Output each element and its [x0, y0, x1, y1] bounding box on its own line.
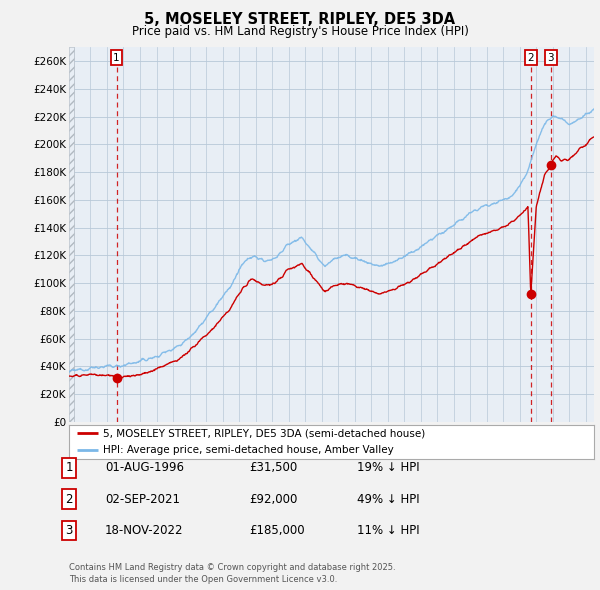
- Text: 5, MOSELEY STREET, RIPLEY, DE5 3DA: 5, MOSELEY STREET, RIPLEY, DE5 3DA: [145, 12, 455, 27]
- Text: 49% ↓ HPI: 49% ↓ HPI: [357, 493, 419, 506]
- Text: 2: 2: [527, 53, 534, 63]
- Text: £31,500: £31,500: [249, 461, 297, 474]
- Text: 5, MOSELEY STREET, RIPLEY, DE5 3DA (semi-detached house): 5, MOSELEY STREET, RIPLEY, DE5 3DA (semi…: [103, 428, 425, 438]
- Text: Price paid vs. HM Land Registry's House Price Index (HPI): Price paid vs. HM Land Registry's House …: [131, 25, 469, 38]
- Text: 02-SEP-2021: 02-SEP-2021: [105, 493, 180, 506]
- Text: £92,000: £92,000: [249, 493, 298, 506]
- Text: HPI: Average price, semi-detached house, Amber Valley: HPI: Average price, semi-detached house,…: [103, 445, 394, 455]
- Text: 1: 1: [113, 53, 120, 63]
- Text: £185,000: £185,000: [249, 524, 305, 537]
- Text: 11% ↓ HPI: 11% ↓ HPI: [357, 524, 419, 537]
- Text: 3: 3: [65, 524, 73, 537]
- Text: 3: 3: [547, 53, 554, 63]
- Text: 2: 2: [65, 493, 73, 506]
- Text: 01-AUG-1996: 01-AUG-1996: [105, 461, 184, 474]
- Text: Contains HM Land Registry data © Crown copyright and database right 2025.
This d: Contains HM Land Registry data © Crown c…: [69, 563, 395, 584]
- Text: 1: 1: [65, 461, 73, 474]
- Text: 19% ↓ HPI: 19% ↓ HPI: [357, 461, 419, 474]
- Text: 18-NOV-2022: 18-NOV-2022: [105, 524, 184, 537]
